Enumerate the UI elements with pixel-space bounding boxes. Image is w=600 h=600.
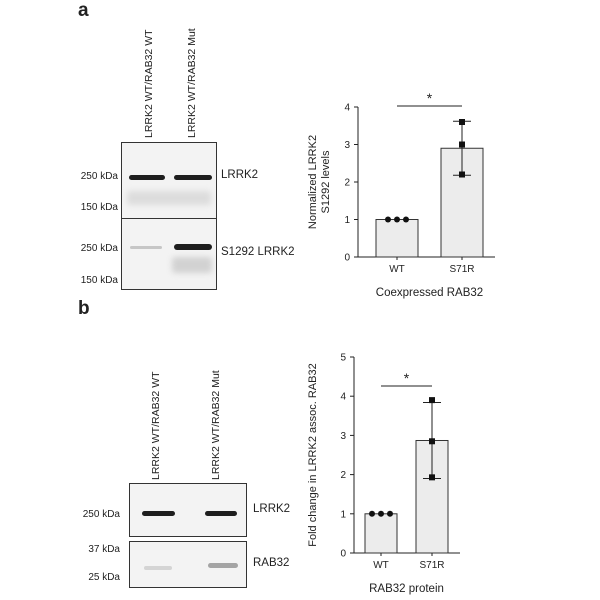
- marker-250-a-bottom: 250 kDa: [80, 243, 118, 254]
- y-axis-title: S1292 levels: [320, 150, 332, 213]
- data-point-s71r: [459, 141, 465, 148]
- marker-250-a-top: 250 kDa: [80, 171, 118, 182]
- rab32-blot-label: RAB32: [253, 557, 290, 569]
- lrrk2-smear: [127, 191, 211, 205]
- y-tick-label: 3: [340, 431, 346, 442]
- lrrk2-blot-label-b: LRRK2: [253, 503, 291, 515]
- lrrk2-b-band-wt: [142, 511, 175, 516]
- marker-37-b: 37 kDa: [88, 544, 120, 555]
- panel-b-label: b: [78, 298, 90, 319]
- lane-label-mut: LRRK2 WT/RAB32 Mut: [186, 28, 198, 138]
- rab32-band-wt: [144, 566, 172, 570]
- data-point-s71r: [429, 438, 435, 445]
- x-tick-label: S71R: [449, 264, 474, 275]
- s1292-band-mut: [174, 244, 212, 250]
- s1292-band-wt: [130, 246, 162, 249]
- lrrk2-blot-label: LRRK2: [221, 169, 259, 181]
- x-axis-title: Coexpressed RAB32: [376, 287, 483, 299]
- marker-150-a-bottom: 150 kDa: [80, 275, 118, 286]
- marker-25-b: 25 kDa: [88, 572, 120, 583]
- marker-250-b: 250 kDa: [82, 509, 120, 520]
- s1292-blot: [121, 218, 217, 290]
- bar-wt: [364, 513, 398, 554]
- data-point-wt: [403, 216, 409, 223]
- y-tick-label: 2: [344, 178, 350, 189]
- y-tick-label: 4: [340, 392, 346, 403]
- rab32-blot: [129, 541, 247, 588]
- data-point-s71r: [429, 397, 435, 404]
- y-tick-label: 1: [340, 509, 346, 520]
- y-axis-title: Fold change in LRRK2 assoc. RAB32: [307, 363, 319, 546]
- data-point-wt: [387, 510, 393, 517]
- significance-marker: *: [404, 370, 410, 386]
- data-point-s71r: [459, 119, 465, 125]
- x-axis-title: RAB32 protein: [369, 583, 444, 595]
- lane-label-mut-b: LRRK2 WT/RAB32 Mut: [210, 370, 222, 480]
- bar-wt: [375, 219, 419, 258]
- rab32-band-mut: [208, 563, 238, 568]
- lrrk2-band-wt: [129, 175, 165, 180]
- chart-a: 0 1 2 3 4 WT S71R * Coexpressed RAB32 Normalized …: [307, 90, 495, 299]
- marker-150-a-top: 150 kDa: [80, 202, 118, 213]
- y-axis-title: Normalized LRRK2: [307, 135, 319, 229]
- y-tick-label: 0: [344, 253, 350, 264]
- y-tick-label: 2: [340, 470, 346, 481]
- x-tick-label: WT: [389, 264, 405, 275]
- lrrk2-blot-b: [129, 483, 247, 537]
- s1292-blot-label: S1292 LRRK2: [221, 246, 295, 258]
- lrrk2-band-mut: [174, 175, 212, 180]
- data-point-wt: [378, 510, 384, 517]
- data-point-wt: [369, 510, 375, 517]
- lrrk2-blot: [121, 142, 217, 219]
- y-tick-label: 0: [340, 549, 346, 560]
- y-tick-label: 4: [344, 103, 350, 114]
- y-tick-label: 1: [344, 215, 350, 226]
- significance-marker: *: [427, 90, 433, 106]
- lane-label-wt: LRRK2 WT/RAB32 WT: [143, 29, 155, 138]
- data-point-wt: [385, 216, 391, 223]
- x-tick-label: S71R: [419, 560, 444, 571]
- panel-a-label: a: [78, 0, 89, 21]
- data-point-s71r: [429, 474, 435, 481]
- y-tick-label: 3: [344, 140, 350, 151]
- data-point-s71r: [459, 171, 465, 178]
- y-tick-label: 5: [340, 353, 346, 364]
- s1292-smear: [172, 257, 212, 273]
- lane-label-wt-b: LRRK2 WT/RAB32 WT: [150, 371, 162, 480]
- x-tick-label: WT: [373, 560, 389, 571]
- lrrk2-b-band-mut: [205, 511, 237, 516]
- chart-b: 0 1 2 3 4 5 WT S71R * RAB32 protein Fold change in…: [307, 353, 460, 595]
- data-point-wt: [394, 216, 400, 223]
